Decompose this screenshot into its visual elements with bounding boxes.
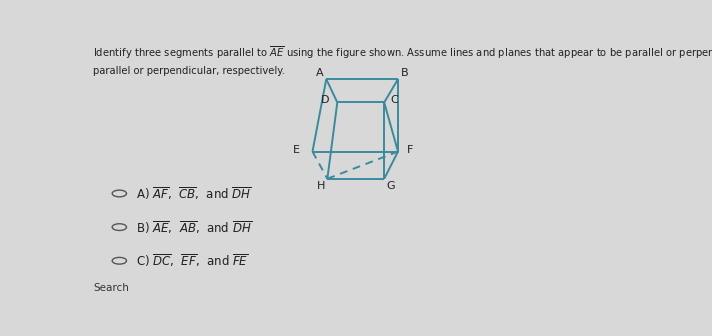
- Text: F: F: [407, 145, 414, 155]
- Text: A: A: [316, 68, 323, 78]
- Text: Identify three segments parallel to $\overline{AE}$ using the figure shown. Assu: Identify three segments parallel to $\ov…: [93, 44, 712, 61]
- Text: E: E: [293, 145, 300, 155]
- Text: D: D: [321, 95, 330, 105]
- Text: B: B: [401, 68, 409, 78]
- Text: Search: Search: [93, 283, 130, 293]
- Text: B) $\overline{AE}$,  $\overline{AB}$,  and $\overline{DH}$: B) $\overline{AE}$, $\overline{AB}$, and…: [136, 219, 252, 236]
- Text: C) $\overline{DC}$,  $\overline{EF}$,  and $\overline{FE}$: C) $\overline{DC}$, $\overline{EF}$, and…: [136, 252, 248, 269]
- Text: H: H: [317, 181, 325, 192]
- Text: C: C: [390, 95, 398, 105]
- Text: G: G: [387, 181, 395, 192]
- Text: parallel or perpendicular, respectively.: parallel or perpendicular, respectively.: [93, 66, 286, 76]
- Text: A) $\overline{AF}$,  $\overline{CB}$,  and $\overline{DH}$: A) $\overline{AF}$, $\overline{CB}$, and…: [136, 185, 251, 202]
